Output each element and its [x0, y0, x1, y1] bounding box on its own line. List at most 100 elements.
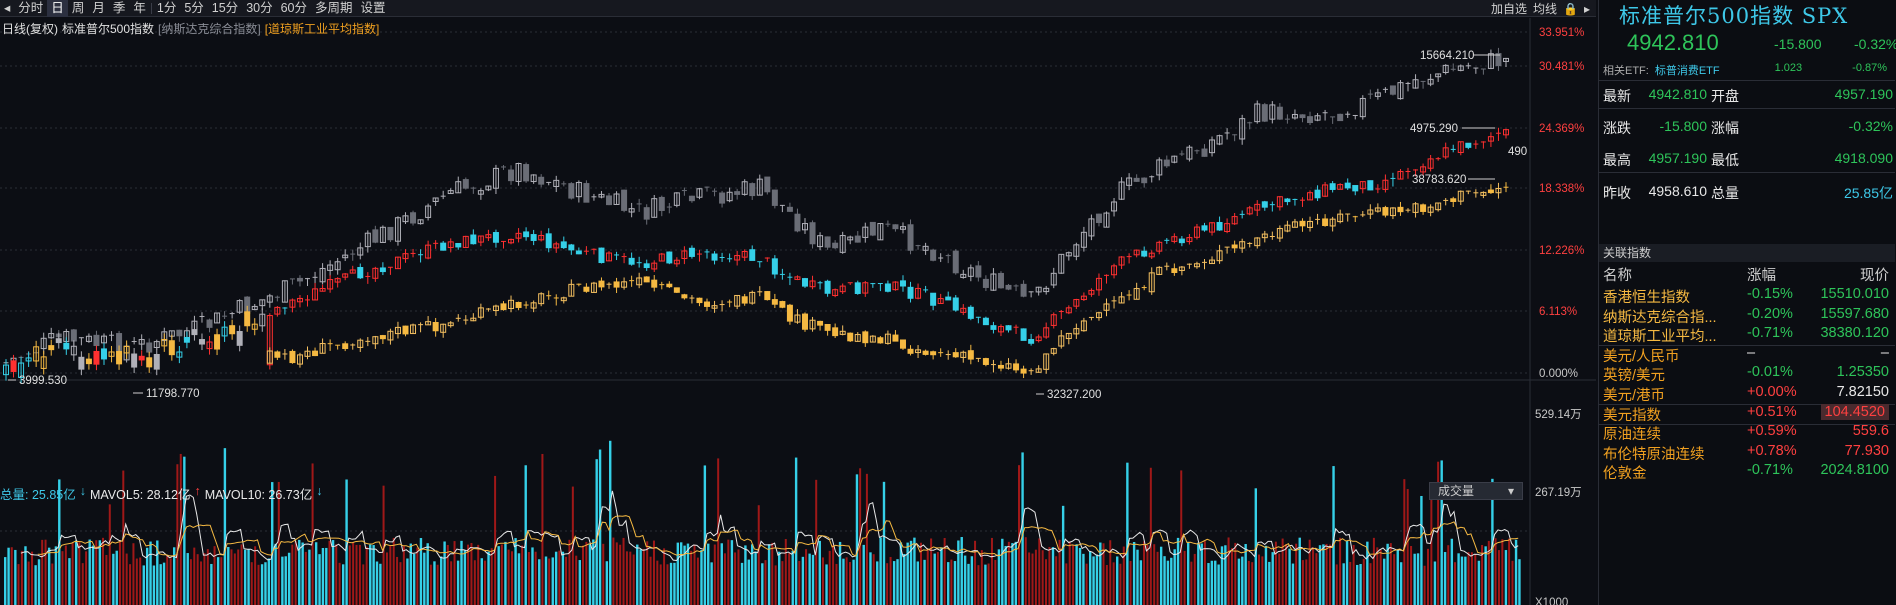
- candle-main: [1307, 192, 1314, 201]
- volume-bar: [1051, 547, 1055, 605]
- candle-dow: [651, 279, 658, 288]
- volume-bar: [1487, 540, 1490, 605]
- candle-nasdaq: [1239, 118, 1246, 140]
- volume-bar: [1494, 538, 1497, 605]
- quote-value: 25.85亿: [1843, 185, 1893, 201]
- volume-bar: [294, 541, 297, 605]
- related-row[interactable]: 布伦特原油连续 +0.78% 77.930: [1599, 443, 1895, 465]
- tab-yearly[interactable]: 年: [133, 0, 146, 15]
- volume-bar: [886, 563, 889, 605]
- tab-60min[interactable]: 60分: [280, 0, 307, 15]
- related-row[interactable]: 香港恒生指数 -0.15% 15510.010: [1599, 286, 1895, 308]
- candle-early: [244, 311, 251, 327]
- tab-fenshi[interactable]: 分时: [18, 0, 44, 15]
- volume-bar: [247, 549, 250, 605]
- candle-main: [349, 269, 356, 274]
- related-row[interactable]: 英镑/美元 -0.01% 1.25350: [1599, 364, 1895, 386]
- tab-30min[interactable]: 30分: [246, 0, 273, 15]
- up-arrow-icon: ↑: [194, 484, 201, 498]
- candle-early: [138, 355, 145, 361]
- candle-nasdaq: [70, 329, 77, 342]
- related-row[interactable]: 美元指数 +0.51% 104.4520: [1599, 403, 1895, 426]
- volume-bar: [568, 539, 571, 605]
- volume-bar: [1075, 544, 1078, 605]
- candle-dow: [1374, 207, 1381, 212]
- tab-weekly[interactable]: 周: [71, 0, 85, 15]
- ma-button[interactable]: 均线: [1533, 2, 1558, 16]
- volume-bar: [1014, 541, 1018, 605]
- tab-quarterly[interactable]: 季: [112, 0, 126, 15]
- candle-early: [146, 357, 153, 368]
- related-row[interactable]: 纳斯达克综合指... -0.20% 15597.680: [1599, 306, 1895, 328]
- tab-1min[interactable]: 1分: [156, 0, 177, 15]
- candle-nasdaq: [1088, 218, 1095, 237]
- candle-nasdaq: [824, 236, 831, 248]
- candle-main: [930, 292, 937, 306]
- volume-bar: [1497, 550, 1500, 605]
- legend-nasdaq[interactable]: [纳斯达克综合指数]: [158, 22, 261, 36]
- volume-bar: [838, 541, 842, 605]
- volume-bar: [1129, 560, 1132, 605]
- tab-daily[interactable]: 日: [47, 0, 68, 17]
- candle-main: [997, 326, 1004, 333]
- chart-legend: 日线(复权) 标准普尔500指数 [纳斯达克综合指数] [道琼斯工业平均指数]: [2, 20, 379, 36]
- tab-5min[interactable]: 5分: [184, 0, 204, 15]
- down-arrow-icon: ↓: [316, 484, 323, 498]
- security-title: 标准普尔500指数 SPX: [1619, 4, 1849, 28]
- candle-main: [425, 244, 432, 259]
- tab-settings[interactable]: 设置: [360, 0, 386, 15]
- candle-dow: [470, 317, 477, 322]
- volume-bar: [1308, 539, 1311, 605]
- volume-bar: [358, 544, 361, 605]
- related-row[interactable]: 原油连续 +0.59% 559.6: [1599, 423, 1895, 445]
- candle-nasdaq: [1201, 148, 1208, 157]
- candle-early: [25, 357, 32, 362]
- related-row[interactable]: 美元/港币 +0.00% 7.82150: [1599, 384, 1895, 406]
- volume-bar: [534, 551, 537, 605]
- tab-monthly[interactable]: 月: [92, 0, 105, 15]
- volume-bar: [990, 537, 993, 605]
- candle-main: [289, 299, 296, 308]
- candle-nasdaq: [1412, 79, 1419, 89]
- volume-bar: [95, 540, 98, 605]
- candle-main: [1344, 182, 1351, 189]
- candle-dow: [786, 304, 793, 322]
- candle-dow: [704, 301, 711, 307]
- volume-bar: [440, 556, 443, 605]
- volume-bar: [1420, 495, 1423, 605]
- related-pct: -0.20%: [1747, 305, 1793, 322]
- indicator-select[interactable]: 成交量 ▾: [1429, 482, 1523, 500]
- volume-bar: [1413, 553, 1416, 605]
- kline-chart[interactable]: 33.951% 30.481% 24.369% 18.338% 12.226% 6.113…: [0, 18, 1596, 605]
- etf-name[interactable]: 标普消费ETF: [1654, 65, 1720, 77]
- volume-bar: [156, 540, 159, 605]
- candle-nasdaq: [387, 226, 394, 241]
- related-row[interactable]: 道琼斯工业平均... -0.71% 38380.120: [1599, 325, 1895, 347]
- candle-main: [960, 307, 967, 313]
- candle-nasdaq: [862, 226, 869, 238]
- lock-icon[interactable]: 🔒: [1563, 1, 1578, 16]
- candle-nasdaq: [1337, 113, 1344, 122]
- candle-dow: [764, 291, 771, 301]
- volume-bar: [903, 554, 906, 605]
- candle-dow: [892, 334, 899, 342]
- volume-bar: [1440, 460, 1443, 605]
- close-icon[interactable]: ▸: [1583, 1, 1590, 16]
- tab-15min[interactable]: 15分: [211, 0, 239, 15]
- prev-arrow-icon[interactable]: ◂: [4, 0, 11, 15]
- tab-multi-period[interactable]: 多周期: [315, 0, 353, 15]
- volume-bar: [1328, 544, 1331, 605]
- volume-bar: [1376, 547, 1379, 605]
- candle-main: [1442, 147, 1449, 158]
- volume-bar: [1335, 564, 1338, 605]
- add-watchlist-button[interactable]: 加自选: [1490, 2, 1527, 16]
- related-etf[interactable]: 相关ETF: 标普消费ETF 1.023 -0.87%: [1603, 62, 1893, 78]
- legend-dow[interactable]: [道琼斯工业平均指数]: [264, 22, 380, 36]
- volume-bar: [1153, 544, 1156, 605]
- volume-bar: [267, 558, 271, 605]
- volume-bar: [1356, 564, 1359, 605]
- related-row[interactable]: 美元/人民币 – –: [1599, 345, 1895, 367]
- related-price: 1.25350: [1836, 364, 1889, 381]
- related-row[interactable]: 伦敦金 -0.71% 2024.8100: [1599, 462, 1895, 484]
- candle-main: [741, 250, 748, 258]
